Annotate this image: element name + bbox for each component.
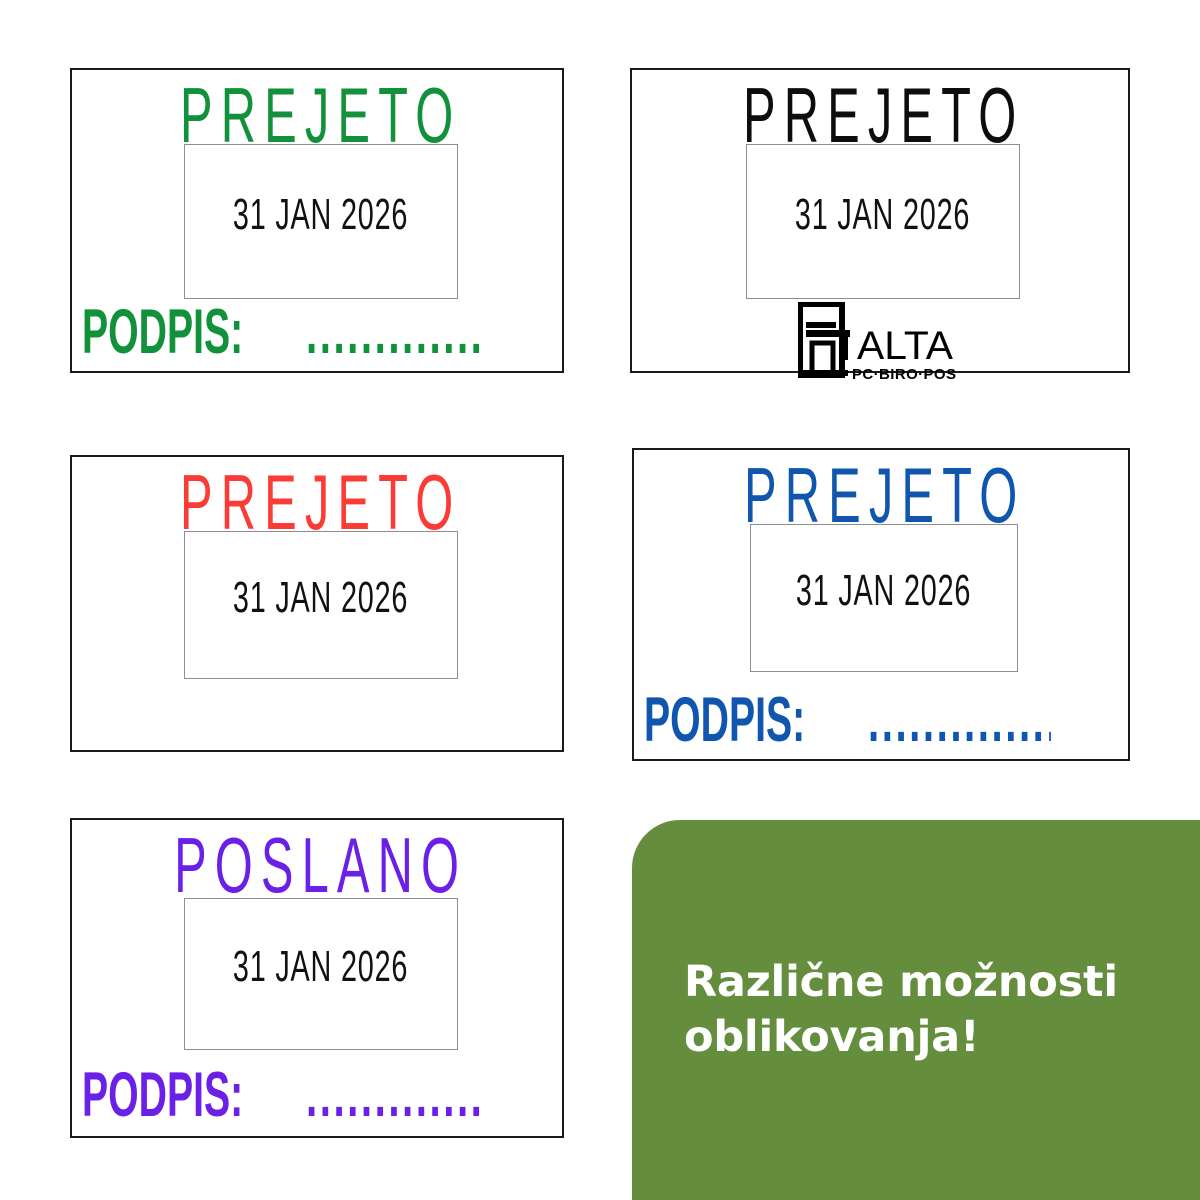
stamp-card-black[interactable]: PREJETO 31 JAN 2026 xyxy=(630,68,1130,383)
date-value-blue-wrap: 31 JAN 2026 xyxy=(751,568,1017,611)
stamp-title-black: PREJETO xyxy=(632,76,1128,154)
signature-label-purple: PODPIS: xyxy=(82,1070,244,1126)
promo-panel: Različne možnosti oblikovanja! xyxy=(632,820,1200,1200)
alta-building-mark-icon xyxy=(797,301,850,383)
signature-label-blue: PODPIS: xyxy=(644,695,806,751)
date-box-green[interactable]: 31 JAN 2026 xyxy=(184,144,458,299)
date-value-red: 31 JAN 2026 xyxy=(233,572,409,622)
date-value-purple: 31 JAN 2026 xyxy=(233,941,409,991)
stamp-title-green: PREJETO xyxy=(72,76,562,154)
stamp-title-blue: PREJETO xyxy=(634,456,1128,534)
stamp-title-green-text: PREJETO xyxy=(180,71,462,159)
stamp-title-red: PREJETO xyxy=(72,463,562,541)
date-box-blue[interactable]: 31 JAN 2026 xyxy=(750,524,1018,672)
alta-name-text: ALTA xyxy=(857,324,954,369)
date-box-black[interactable]: 31 JAN 2026 xyxy=(746,144,1020,299)
stamp-title-purple-text: POSLANO xyxy=(174,821,468,909)
alta-wordmark: ALTA PC·BIRO·POS xyxy=(852,324,957,383)
date-value-black: 31 JAN 2026 xyxy=(795,189,971,239)
signature-dots-green: .............................. xyxy=(306,307,486,363)
promo-line-2: oblikovanja! xyxy=(684,1012,980,1062)
stamp-card-red[interactable]: PREJETO 31 JAN 2026 xyxy=(70,455,564,752)
date-value-blue: 31 JAN 2026 xyxy=(796,565,972,615)
date-value-black-wrap: 31 JAN 2026 xyxy=(747,192,1019,235)
signature-dots-blue: .............................. xyxy=(868,695,1051,751)
stamp-title-black-text: PREJETO xyxy=(743,71,1025,159)
date-value-green: 31 JAN 2026 xyxy=(233,189,409,239)
promo-line-1: Različne možnosti xyxy=(684,956,1118,1007)
signature-dots-purple: .............................. xyxy=(306,1070,486,1126)
signature-row-green[interactable]: PODPIS: .............................. xyxy=(82,307,556,363)
date-box-red[interactable]: 31 JAN 2026 xyxy=(184,531,458,679)
stamp-title-red-text: PREJETO xyxy=(180,458,462,546)
stamp-title-blue-text: PREJETO xyxy=(744,451,1026,539)
stamp-card-blue[interactable]: PREJETO 31 JAN 2026 PODPIS: ............… xyxy=(632,448,1130,761)
stamp-card-purple[interactable]: POSLANO 31 JAN 2026 PODPIS: ............… xyxy=(70,818,564,1138)
signature-label-green: PODPIS: xyxy=(82,307,244,363)
date-value-green-wrap: 31 JAN 2026 xyxy=(185,192,457,235)
alta-tagline-text: PC·BIRO·POS xyxy=(852,365,957,383)
stamp-card-green[interactable]: PREJETO 31 JAN 2026 PODPIS: ............… xyxy=(70,68,564,373)
date-box-purple[interactable]: 31 JAN 2026 xyxy=(184,898,458,1050)
date-value-purple-wrap: 31 JAN 2026 xyxy=(185,944,457,987)
alta-logo-lockup: ALTA PC·BIRO·POS xyxy=(797,301,957,383)
stamp-title-purple: POSLANO xyxy=(72,826,562,904)
signature-row-blue[interactable]: PODPIS: .............................. xyxy=(644,695,1122,751)
signature-row-purple[interactable]: PODPIS: .............................. xyxy=(82,1070,556,1126)
date-value-red-wrap: 31 JAN 2026 xyxy=(185,575,457,618)
